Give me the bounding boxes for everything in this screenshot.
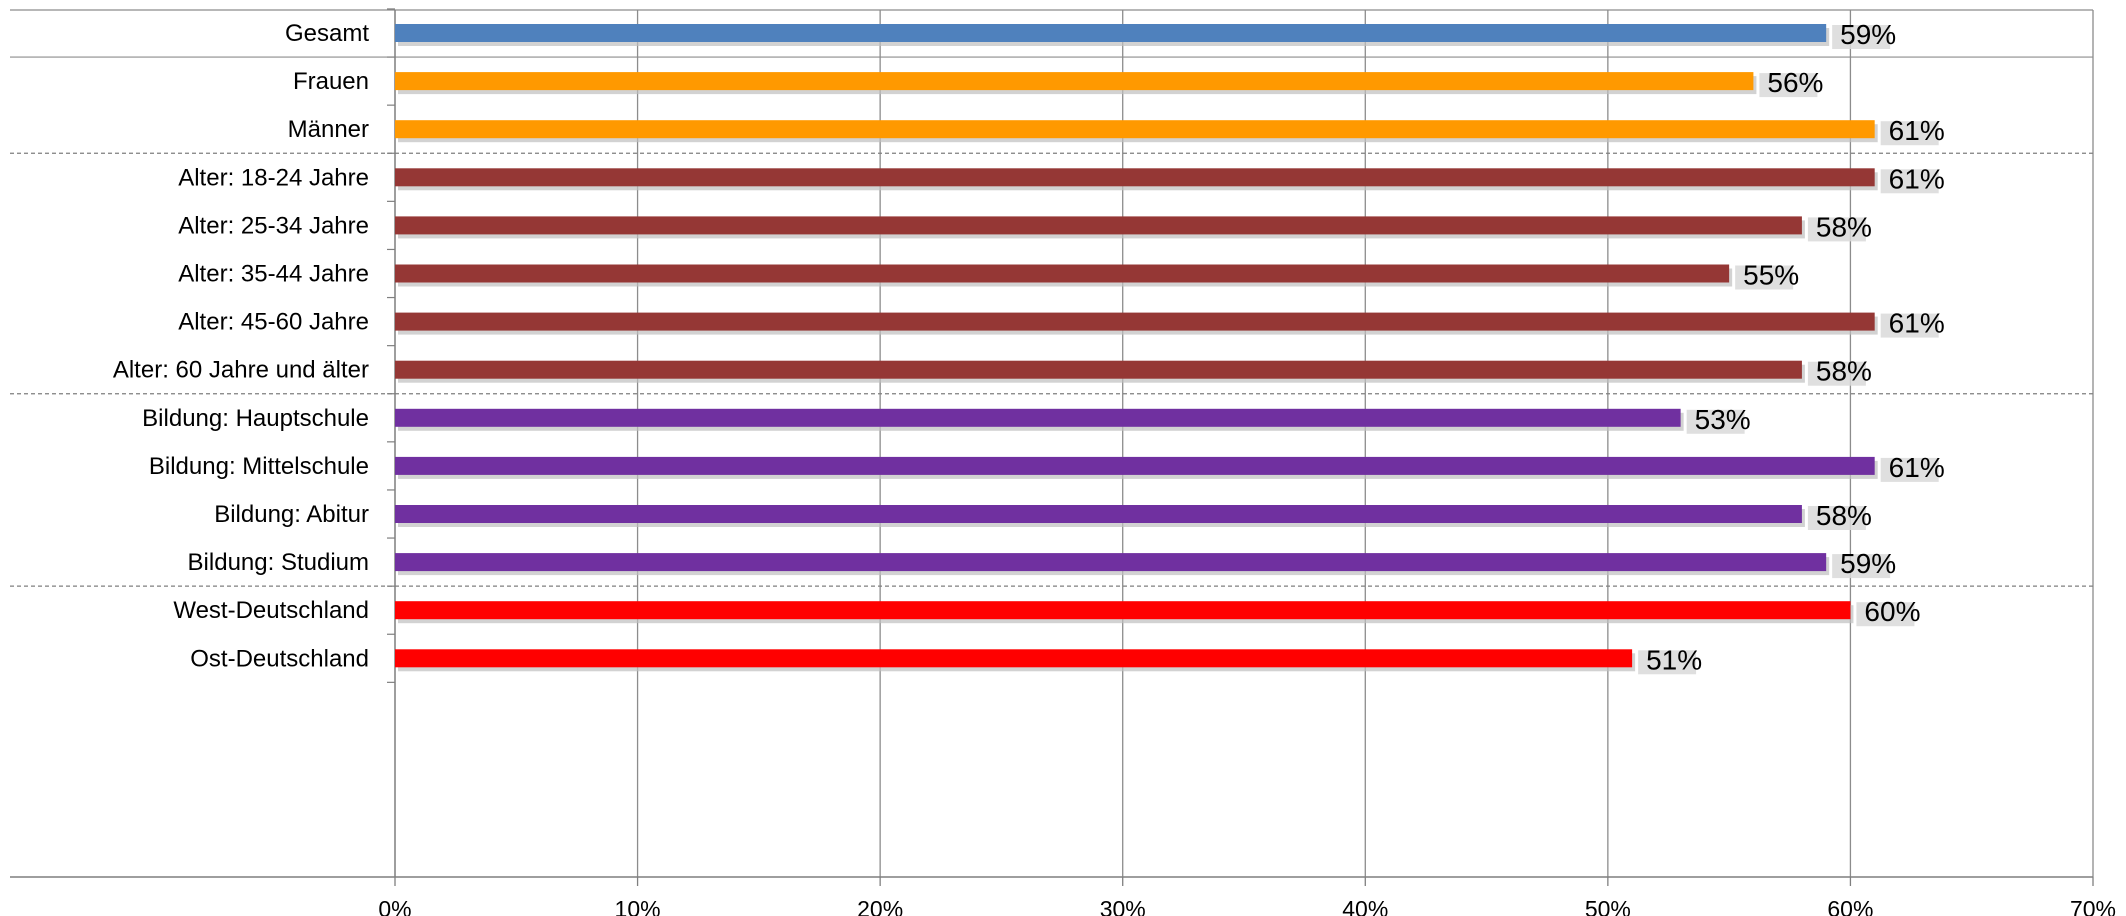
x-tick-label: 0% <box>378 896 411 916</box>
category-label: Alter: 35-44 Jahre <box>178 261 369 288</box>
bar <box>395 553 1827 572</box>
category-label: West-Deutschland <box>173 597 369 624</box>
category-label: Ost-Deutschland <box>190 645 369 672</box>
bar <box>395 72 1754 91</box>
value-label-shadow <box>1686 409 1745 434</box>
bar <box>395 601 1851 620</box>
value-label: 60% <box>1864 596 1920 627</box>
value-label: 51% <box>1646 644 1702 675</box>
value-label: 53% <box>1695 404 1751 435</box>
value-label-shadow <box>1638 650 1697 675</box>
x-tick-label: 30% <box>1100 896 1146 916</box>
bar <box>395 264 1730 283</box>
value-label: 56% <box>1767 67 1823 98</box>
category-label: Bildung: Abitur <box>214 501 369 528</box>
value-label: 61% <box>1889 163 1945 194</box>
value-label: 61% <box>1889 115 1945 146</box>
category-label: Bildung: Hauptschule <box>142 405 369 432</box>
x-tick-labels: 0% 10% 20% 30% 40% 50% 60% 70% <box>378 896 2116 916</box>
category-label: Bildung: Mittelschule <box>149 453 369 480</box>
value-label-shadow <box>1880 169 1939 194</box>
value-label: 59% <box>1840 19 1896 50</box>
bar <box>395 24 1827 42</box>
value-label-shadow <box>1735 265 1794 290</box>
value-label-shadow <box>1759 73 1818 98</box>
value-labels: 59% 56% 61% 61% 58% 55% 61% 58% 53% 61% 58% 59% 60% 5… <box>1638 19 1945 675</box>
category-label: Alter: 25-34 Jahre <box>178 212 369 239</box>
x-tick-label: 70% <box>2070 896 2116 916</box>
axes <box>10 8 2094 886</box>
value-label-shadow <box>1807 217 1866 242</box>
value-label: 58% <box>1816 500 1872 531</box>
bars <box>395 24 1878 672</box>
bar <box>395 456 1875 475</box>
value-label: 61% <box>1889 308 1945 339</box>
bar <box>395 408 1681 427</box>
value-label: 55% <box>1743 260 1799 291</box>
value-label-shadow <box>1832 554 1891 579</box>
grid-lines <box>636 10 2094 877</box>
value-label: 58% <box>1816 356 1872 387</box>
x-tick-label: 60% <box>1827 896 1873 916</box>
bar <box>395 312 1875 331</box>
value-label-shadow <box>1880 121 1939 146</box>
category-labels: Gesamt Frauen Männer Alter: 18-24 Jahre Alte… <box>113 20 369 672</box>
bar <box>395 216 1802 235</box>
value-label: 58% <box>1816 211 1872 242</box>
value-label-shadow <box>1807 361 1866 386</box>
value-label-shadow <box>1880 457 1939 482</box>
category-label: Alter: 18-24 Jahre <box>178 164 369 191</box>
value-label-shadow <box>1880 313 1939 338</box>
x-tick-label: 10% <box>615 896 661 916</box>
category-label: Alter: 45-60 Jahre <box>178 309 369 336</box>
value-label-shadow <box>1807 506 1866 530</box>
value-label: 61% <box>1889 452 1945 483</box>
x-tick-label: 20% <box>857 896 903 916</box>
x-tick-label: 40% <box>1342 896 1388 916</box>
value-label-shadow <box>1832 25 1891 49</box>
category-label: Gesamt <box>285 20 369 47</box>
x-tick-label: 50% <box>1585 896 1631 916</box>
group-separators <box>10 56 2093 587</box>
category-label: Alter: 60 Jahre und älter <box>113 357 369 384</box>
bar <box>395 649 1633 668</box>
value-label-shadow <box>1856 602 1915 627</box>
value-label: 59% <box>1840 548 1896 579</box>
bar <box>395 168 1875 187</box>
category-label: Männer <box>288 116 369 143</box>
category-label: Bildung: Studium <box>188 549 369 576</box>
category-label: Frauen <box>293 68 369 95</box>
bar <box>395 120 1875 139</box>
bar <box>395 360 1802 379</box>
bar <box>395 505 1802 523</box>
